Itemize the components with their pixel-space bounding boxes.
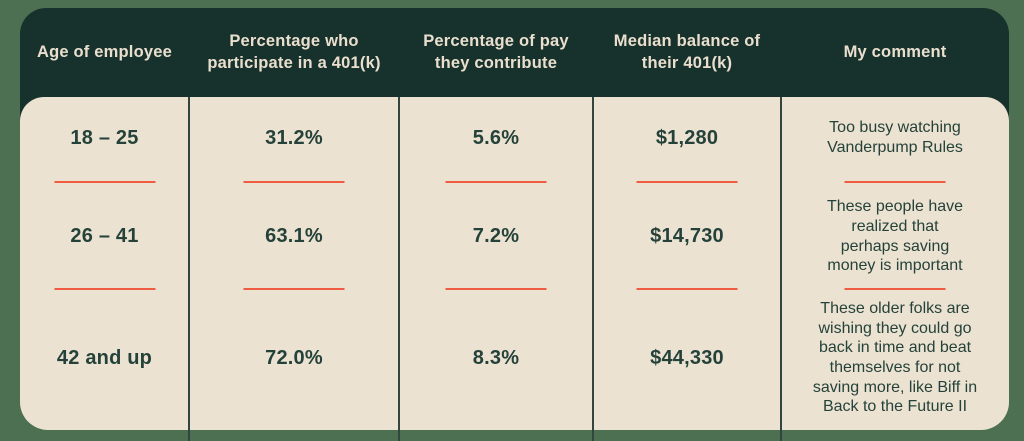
table-body: 18 – 25 31.2% 5.6% $1,280 Too busy watch… [20, 97, 1009, 430]
row-divider-line [243, 181, 345, 183]
comment-cell: These older folks are wishing they could… [781, 294, 1009, 430]
contribution-value: 5.6% [472, 126, 520, 149]
median-balance-cell: $44,330 [593, 294, 781, 430]
contribution-value: 8.3% [472, 346, 520, 369]
header-cell-contribution: Percentage of pay they contribute [423, 31, 569, 72]
comment-text: Too busy watching Vanderpump Rules [827, 119, 963, 156]
header-cell-age: Age of employee [36, 42, 173, 61]
median-balance-value: $44,330 [650, 346, 724, 369]
age-cell: 18 – 25 [20, 97, 189, 187]
participation-value: 63.1% [265, 225, 323, 247]
median-balance-cell: $1,280 [593, 97, 781, 187]
contribution-value: 7.2% [472, 225, 520, 247]
header-cell-participation: Percentage who participate in a 401(k) [207, 31, 381, 72]
comment-text: These older folks are wishing they could… [812, 300, 978, 416]
row-divider-line [445, 288, 547, 290]
comment-text: These people have realized that perhaps … [826, 198, 964, 275]
401k-table-card: Age of employee Percentage who participa… [20, 8, 1009, 441]
row-divider-line [445, 181, 547, 183]
row-divider-line [54, 288, 155, 290]
comment-cell: These people have realized that perhaps … [781, 187, 1009, 294]
row-divider-line [636, 288, 738, 290]
column-separator [398, 97, 400, 441]
row-divider-line [54, 181, 155, 183]
contribution-cell: 7.2% [399, 187, 593, 294]
header-cell-median-balance: Median balance of their 401(k) [613, 31, 761, 72]
participation-value: 31.2% [265, 126, 323, 149]
row-divider-line [844, 181, 946, 183]
column-separator [592, 97, 594, 441]
comment-cell: Too busy watching Vanderpump Rules [781, 97, 1009, 187]
age-value: 18 – 25 [70, 126, 139, 149]
row-divider-line [844, 288, 946, 290]
participation-cell: 72.0% [189, 294, 399, 430]
column-separator [780, 97, 782, 441]
column-separator [188, 97, 190, 441]
contribution-cell: 8.3% [399, 294, 593, 430]
participation-cell: 63.1% [189, 187, 399, 294]
median-balance-cell: $14,730 [593, 187, 781, 294]
age-value: 26 – 41 [70, 225, 139, 247]
row-divider-line [243, 288, 345, 290]
row-divider-line [636, 181, 738, 183]
age-cell: 42 and up [20, 294, 189, 430]
participation-value: 72.0% [265, 346, 323, 369]
median-balance-value: $1,280 [655, 126, 719, 149]
header-cell-comment: My comment [843, 42, 947, 61]
participation-cell: 31.2% [189, 97, 399, 187]
contribution-cell: 5.6% [399, 97, 593, 187]
median-balance-value: $14,730 [650, 225, 724, 247]
age-value: 42 and up [56, 346, 153, 369]
age-cell: 26 – 41 [20, 187, 189, 294]
